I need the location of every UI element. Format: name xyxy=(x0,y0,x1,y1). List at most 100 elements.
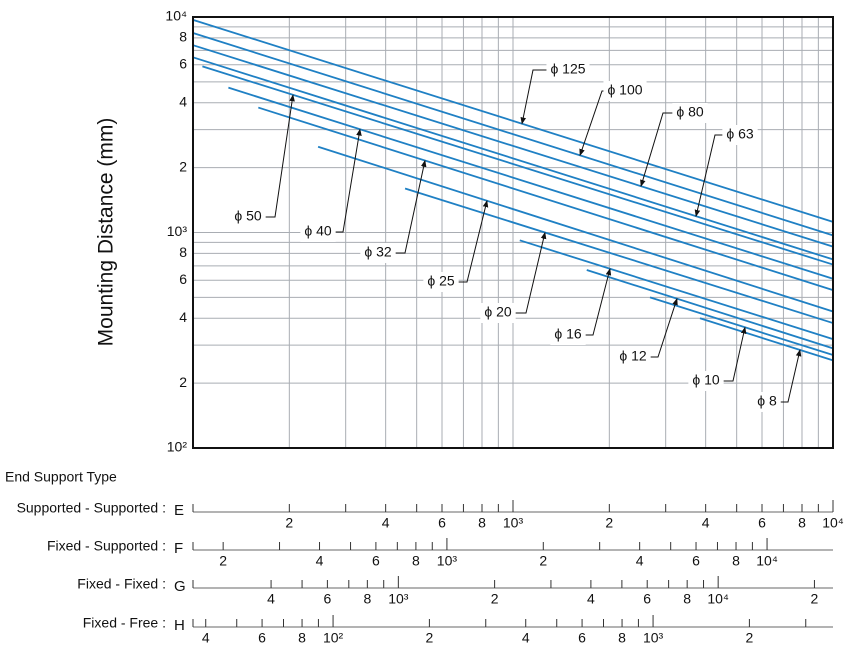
scale-tick-label: 10³ xyxy=(437,553,458,569)
leader-arrow xyxy=(648,298,678,358)
series-label: ϕ 32 xyxy=(364,244,392,260)
series-line xyxy=(258,106,834,292)
scale-tick-label: 10² xyxy=(323,630,344,646)
grid xyxy=(193,16,834,449)
series-line xyxy=(404,187,834,324)
scale-tick-label: 8 xyxy=(298,630,306,646)
series-label: ϕ 40 xyxy=(304,223,332,239)
label-background xyxy=(480,303,516,323)
scale-tick-label: 8 xyxy=(412,553,420,569)
y-tick-label: 8 xyxy=(179,29,187,45)
series-line xyxy=(228,86,834,280)
leader-arrow xyxy=(778,349,802,403)
scale-tick-label: 6 xyxy=(643,591,651,607)
y-tick-label: 2 xyxy=(179,158,187,174)
scale-tick-label: 2 xyxy=(425,630,433,646)
leader-arrow xyxy=(333,128,362,233)
series-label: ϕ 20 xyxy=(484,304,512,320)
scale-tick-label: 8 xyxy=(798,515,806,531)
scale-tick-label: 2 xyxy=(811,591,819,607)
series-line xyxy=(192,44,834,248)
series-label: ϕ 125 xyxy=(550,61,585,77)
series-labels: ϕ 125 ϕ 100 ϕ 80 ϕ 63 ϕ 50 ϕ 40 ϕ 32 ϕ 25 ϕ 20 ϕ … xyxy=(230,60,802,412)
series-label: ϕ 100 xyxy=(607,82,642,98)
scale-tick-label: 4 xyxy=(202,630,210,646)
scale-tick-label: 2 xyxy=(219,553,227,569)
scale-letter: H xyxy=(174,617,185,634)
leader-arrow xyxy=(520,69,549,125)
label-background xyxy=(672,103,708,123)
label-background xyxy=(300,222,336,242)
scale-letter: G xyxy=(174,578,186,595)
scale-letter: E xyxy=(174,502,184,519)
y-tick-label: 8 xyxy=(179,244,187,260)
scale-tick-label: 10⁴ xyxy=(707,591,729,607)
axes: 10² 2 4 6 8 10³ 2 4 6 8 10⁴ Supported - Supported :… xyxy=(17,8,844,646)
scale-tick-label: 6 xyxy=(578,630,586,646)
scale-name: Supported - Supported : xyxy=(17,500,166,516)
scale-tick-label: 4 xyxy=(522,630,530,646)
series-line xyxy=(649,296,834,356)
y-tick-label: 4 xyxy=(179,93,187,109)
scale-tick-label: 4 xyxy=(702,515,710,531)
series-line xyxy=(192,32,834,237)
scale-tick-label: 2 xyxy=(605,515,613,531)
label-background xyxy=(603,81,647,101)
series-label: ϕ 25 xyxy=(427,273,455,289)
scale-tick-label: 10³ xyxy=(388,591,409,607)
label-background xyxy=(360,243,396,263)
series-label: ϕ 80 xyxy=(676,104,704,120)
scales-title: End Support Type xyxy=(5,469,117,485)
scale-tick-label: 8 xyxy=(618,630,626,646)
scale-tick-label: 6 xyxy=(758,515,766,531)
scale-tick-label: 6 xyxy=(258,630,266,646)
scale-tick-label: 4 xyxy=(587,591,595,607)
lines xyxy=(192,18,834,362)
label-background xyxy=(753,392,781,412)
scale-tick-label: 8 xyxy=(683,591,691,607)
leader-arrow xyxy=(393,159,427,254)
series-line xyxy=(192,56,834,261)
series-label: ϕ 63 xyxy=(726,126,754,142)
y-tick-label: 2 xyxy=(179,374,187,390)
label-background xyxy=(688,371,724,391)
scale-tick-label: 10³ xyxy=(643,630,664,646)
plot-border xyxy=(192,16,834,449)
scale-tick-label: 6 xyxy=(438,515,446,531)
scale-letter: F xyxy=(174,540,183,557)
scale-tick-label: 10⁴ xyxy=(756,553,778,569)
leader-arrow xyxy=(721,326,747,382)
label-background xyxy=(423,272,459,292)
scale-tick-label: 4 xyxy=(382,515,390,531)
label-background xyxy=(546,60,590,80)
y-tick-label: 6 xyxy=(179,271,187,287)
y-axis-label: Mounting Distance (mm) xyxy=(95,118,118,347)
leader-arrow xyxy=(263,94,295,218)
series-line xyxy=(192,18,834,223)
scale-name: Fixed - Free : xyxy=(83,615,166,631)
leader-arrow xyxy=(694,134,725,217)
series-label: ϕ 8 xyxy=(757,393,777,409)
leader-arrow xyxy=(513,231,547,314)
scale-name: Fixed - Supported : xyxy=(47,538,166,554)
scale-tick-label: 2 xyxy=(491,591,499,607)
scale-tick-label: 2 xyxy=(745,630,753,646)
label-background xyxy=(230,207,266,227)
series-line xyxy=(519,239,834,340)
label-background xyxy=(615,347,651,367)
y-tick-label: 6 xyxy=(179,56,187,72)
leader-arrow xyxy=(456,200,489,283)
series-label: ϕ 50 xyxy=(234,208,262,224)
scale-tick-label: 4 xyxy=(267,591,275,607)
leader-arrow xyxy=(640,112,675,187)
y-tick-label: 10³ xyxy=(167,223,188,239)
scale-tick-label: 2 xyxy=(285,515,293,531)
label-background xyxy=(550,325,586,345)
scale-tick-label: 2 xyxy=(539,553,547,569)
y-tick-label: 10² xyxy=(167,439,188,455)
scale-tick-label: 6 xyxy=(372,553,380,569)
series-line xyxy=(699,317,834,362)
leader-arrow xyxy=(583,268,612,336)
series-label: ϕ 12 xyxy=(619,348,647,364)
